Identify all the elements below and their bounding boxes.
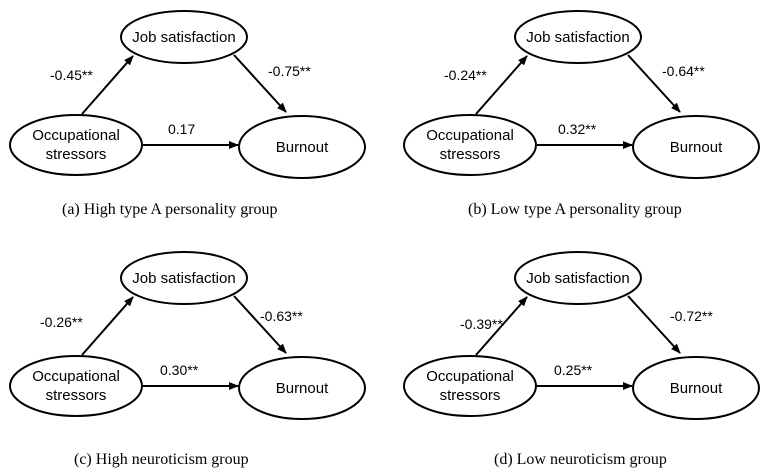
path-a-coefficient: -0.26** bbox=[40, 314, 83, 330]
occupational-stressors-label-line1: Occupational bbox=[426, 127, 514, 144]
occupational-stressors-node bbox=[403, 355, 537, 417]
job-satisfaction-node bbox=[120, 10, 248, 64]
job-satisfaction-node bbox=[120, 251, 248, 305]
occupational-stressors-label-line2: stressors bbox=[440, 387, 501, 404]
path-a-arrow bbox=[81, 296, 134, 356]
path-b-coefficient: -0.75** bbox=[268, 63, 311, 79]
panel-caption: (b) Low type A personality group bbox=[468, 201, 682, 218]
burnout-label: Burnout bbox=[670, 139, 723, 156]
occupational-stressors-label-line1: Occupational bbox=[32, 368, 120, 385]
occupational-stressors-label-line1: Occupational bbox=[32, 127, 120, 144]
path-a-arrow bbox=[475, 55, 528, 115]
path-b-coefficient: -0.72** bbox=[670, 308, 713, 324]
panel-caption: (a) High type A personality group bbox=[62, 201, 278, 218]
job-satisfaction-label: Job satisfaction bbox=[526, 29, 629, 46]
panel-caption: (d) Low neuroticism group bbox=[494, 451, 667, 468]
path-c-coefficient: 0.32** bbox=[558, 121, 597, 137]
path-a-coefficient: -0.45** bbox=[50, 67, 93, 83]
panel-d: Job satisfaction Occupational stressors … bbox=[403, 251, 760, 468]
path-a-coefficient: -0.24** bbox=[444, 67, 487, 83]
panel-b: Job satisfaction Occupational stressors … bbox=[403, 10, 760, 218]
burnout-node bbox=[238, 115, 366, 179]
path-b-coefficient: -0.63** bbox=[260, 308, 303, 324]
path-c-coefficient: 0.25** bbox=[554, 362, 593, 378]
path-a-arrow bbox=[81, 55, 134, 115]
occupational-stressors-label-line2: stressors bbox=[46, 146, 107, 163]
burnout-label: Burnout bbox=[276, 139, 329, 156]
path-a-arrow bbox=[475, 296, 528, 356]
burnout-label: Burnout bbox=[670, 380, 723, 397]
job-satisfaction-node bbox=[514, 10, 642, 64]
occupational-stressors-label-line1: Occupational bbox=[426, 368, 514, 385]
burnout-node bbox=[632, 356, 760, 420]
occupational-stressors-node bbox=[9, 114, 143, 176]
job-satisfaction-label: Job satisfaction bbox=[132, 29, 235, 46]
path-b-arrow bbox=[627, 295, 681, 354]
job-satisfaction-label: Job satisfaction bbox=[526, 270, 629, 287]
occupational-stressors-node bbox=[9, 355, 143, 417]
burnout-label: Burnout bbox=[276, 380, 329, 397]
path-a-coefficient: -0.39** bbox=[460, 316, 503, 332]
job-satisfaction-node bbox=[514, 251, 642, 305]
path-b-arrow bbox=[627, 54, 681, 113]
panel-caption: (c) High neuroticism group bbox=[74, 451, 249, 468]
path-c-coefficient: 0.17 bbox=[168, 121, 195, 137]
panel-c: Job satisfaction Occupational stressors … bbox=[9, 251, 366, 468]
path-b-arrow bbox=[233, 295, 287, 354]
panel-a: Job satisfaction Occupational stressors … bbox=[9, 10, 366, 218]
occupational-stressors-label-line2: stressors bbox=[46, 387, 107, 404]
path-b-arrow bbox=[233, 54, 287, 113]
path-b-coefficient: -0.64** bbox=[662, 63, 705, 79]
job-satisfaction-label: Job satisfaction bbox=[132, 270, 235, 287]
occupational-stressors-node bbox=[403, 114, 537, 176]
path-c-coefficient: 0.30** bbox=[160, 362, 199, 378]
burnout-node bbox=[632, 115, 760, 179]
occupational-stressors-label-line2: stressors bbox=[440, 146, 501, 163]
burnout-node bbox=[238, 356, 366, 420]
